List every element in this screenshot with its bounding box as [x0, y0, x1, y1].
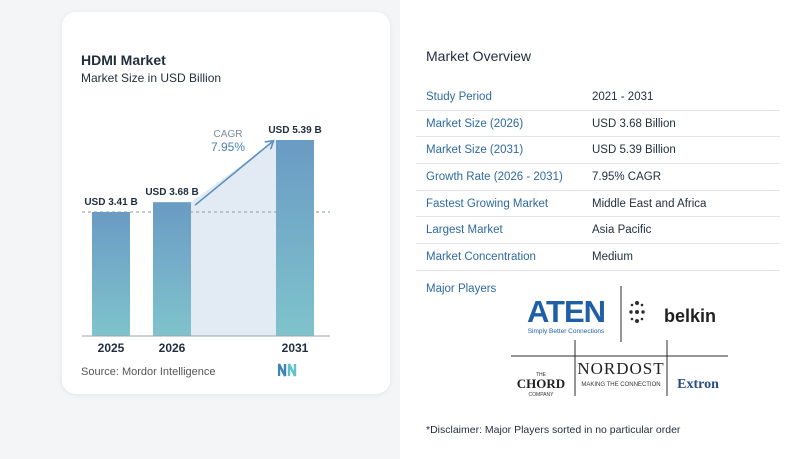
- aten-logo: ATEN Simply Better Connections: [527, 294, 606, 335]
- chart-title: HDMI Market: [81, 52, 166, 68]
- row-key: Market Size (2026): [426, 117, 524, 130]
- chord-the: THE: [536, 372, 547, 378]
- belkin-logo: belkin: [629, 301, 716, 326]
- x-tick-2031: 2031: [282, 341, 309, 355]
- belkin-dots-icon: [629, 301, 645, 323]
- bar-2031: [276, 140, 314, 336]
- row-value: Middle East and Africa: [592, 197, 707, 210]
- overview-row-growth-rate: Growth Rate (2026 - 2031) 7.95% CAGR: [416, 164, 780, 191]
- nordost-tagline: MAKING THE CONNECTION: [581, 382, 660, 388]
- row-key: Fastest Growing Market: [426, 197, 549, 210]
- growth-band: [191, 140, 276, 336]
- chart-subtitle: Market Size in USD Billion: [81, 71, 222, 85]
- source-note: Source: Mordor Intelligence: [81, 366, 216, 378]
- extron-wordmark: Extron: [677, 377, 719, 392]
- row-key: Study Period: [426, 90, 492, 103]
- row-key: Largest Market: [426, 224, 503, 237]
- chord-company: COMPANY: [529, 392, 555, 398]
- bar-chart: USD 3.41 B 2025 USD 3.68 B 2026 USD 5.39 B 20…: [82, 125, 330, 355]
- nordost-wordmark: NORDOST: [577, 359, 664, 378]
- bar-2026: [153, 202, 191, 336]
- major-players-label: Major Players: [426, 283, 497, 295]
- aten-tagline: Simply Better Connections: [528, 328, 605, 335]
- belkin-wordmark: belkin: [664, 306, 716, 326]
- overview-row-concentration: Market Concentration Medium: [416, 244, 780, 271]
- value-label-2025: USD 3.41 B: [84, 197, 137, 208]
- overview-row-fastest-growing: Fastest Growing Market Middle East and Af…: [416, 191, 780, 218]
- overview-row-market-size-2026: Market Size (2026) USD 3.68 Billion: [416, 111, 780, 138]
- chord-wordmark: CHORD: [517, 376, 565, 391]
- value-label-2026: USD 3.68 B: [145, 187, 198, 198]
- mordor-intelligence-logo-icon: [278, 363, 297, 377]
- chord-logo: THE CHORD COMPANY: [517, 372, 565, 398]
- row-value: USD 3.68 Billion: [592, 117, 676, 130]
- row-value: USD 5.39 Billion: [592, 144, 676, 157]
- bar-2025: [92, 212, 130, 336]
- overview-row-largest-market: Largest Market Asia Pacific: [416, 217, 780, 245]
- overview-row-study-period: Study Period 2021 - 2031: [416, 84, 780, 111]
- cagr-arrow: [194, 142, 272, 206]
- nordost-logo: NORDOST MAKING THE CONNECTION: [577, 359, 664, 388]
- row-value: 2021 - 2031: [592, 90, 654, 103]
- overview-title: Market Overview: [426, 48, 532, 64]
- row-value: Medium: [592, 250, 633, 263]
- row-key: Growth Rate (2026 - 2031): [426, 170, 563, 183]
- overview-row-market-size-2031: Market Size (2031) USD 5.39 Billion: [416, 137, 780, 165]
- value-label-2031: USD 5.39 B: [268, 125, 321, 136]
- disclaimer-note: *Disclaimer: Major Players sorted in no …: [426, 424, 681, 436]
- aten-wordmark: ATEN: [527, 294, 605, 329]
- row-value: Asia Pacific: [592, 224, 652, 237]
- cagr-label: CAGR: [214, 129, 243, 140]
- row-key: Market Size (2031): [426, 144, 524, 157]
- row-key: Market Concentration: [426, 250, 536, 263]
- x-tick-2025: 2025: [98, 341, 125, 355]
- overview-table: Study Period 2021 - 2031 Market Size (202…: [416, 84, 780, 271]
- row-value: 7.95% CAGR: [592, 170, 662, 183]
- x-tick-2026: 2026: [159, 341, 186, 355]
- cagr-value: 7.95%: [211, 140, 245, 154]
